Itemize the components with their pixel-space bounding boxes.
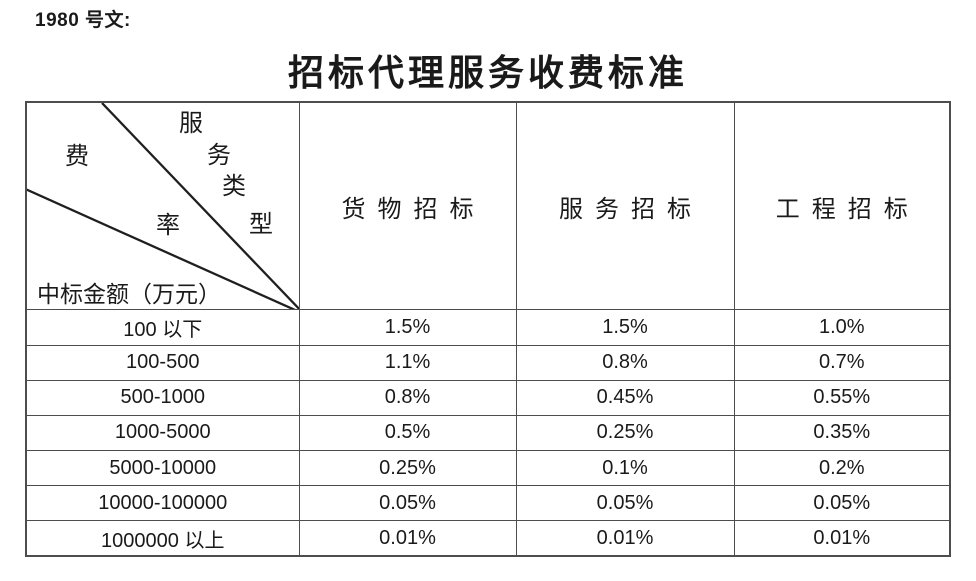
col-header-works: 工程招标 (733, 101, 951, 311)
rate-cell: 0.05% (733, 485, 951, 522)
amount-cell: 100-500 (25, 344, 300, 381)
rate-cell: 0.05% (515, 485, 735, 522)
diagonal-lines-icon (27, 102, 298, 309)
amount-cell: 500-1000 (25, 379, 300, 416)
corner-type-char-1: 服 (179, 111, 203, 137)
corner-cell: 服 务 类 型 费 率 中标金额（万元） (25, 101, 300, 311)
rate-cell: 0.5% (298, 414, 517, 451)
rate-cell: 0.1% (515, 449, 735, 487)
rate-cell: 1.0% (733, 309, 951, 346)
doc-number: 1980 号文: (35, 10, 131, 31)
rate-cell: 0.01% (733, 520, 951, 557)
fee-table: 服 务 类 型 费 率 中标金额（万元） 货物招标 服务招标 工程招标 100 … (25, 101, 951, 557)
rate-cell: 1.1% (298, 344, 517, 381)
table-row: 5000-10000 0.25% 0.1% 0.2% (25, 449, 951, 487)
rate-cell: 0.35% (733, 414, 951, 451)
corner-rate-char-2: 率 (156, 213, 180, 239)
corner-type-char-2: 务 (207, 143, 231, 169)
rate-cell: 0.8% (298, 379, 517, 416)
table-row: 100 以下 1.5% 1.5% 1.0% (25, 309, 951, 346)
page-title: 招标代理服务收费标准 (287, 53, 688, 93)
col-header-services: 服务招标 (515, 101, 735, 311)
table-row: 500-1000 0.8% 0.45% 0.55% (25, 379, 951, 416)
amount-cell: 5000-10000 (25, 449, 300, 487)
rate-cell: 0.7% (733, 344, 951, 381)
rate-cell: 0.25% (298, 449, 517, 487)
rate-cell: 0.01% (298, 520, 517, 557)
rate-cell: 0.01% (515, 520, 735, 557)
rate-cell: 0.55% (733, 379, 951, 416)
amount-cell: 1000000 以上 (25, 520, 300, 557)
corner-type-char-4: 型 (249, 212, 273, 238)
corner-amount-label: 中标金额（万元） (37, 282, 221, 307)
table-row: 1000000 以上 0.01% 0.01% 0.01% (25, 520, 951, 557)
rate-cell: 0.05% (298, 485, 517, 522)
amount-cell: 1000-5000 (25, 414, 300, 451)
amount-cell: 10000-100000 (25, 485, 300, 522)
rate-cell: 0.8% (515, 344, 735, 381)
rate-cell: 0.45% (515, 379, 735, 416)
amount-cell: 100 以下 (25, 309, 300, 346)
table-header-row: 服 务 类 型 费 率 中标金额（万元） 货物招标 服务招标 工程招标 (25, 101, 951, 311)
rate-cell: 0.25% (515, 414, 735, 451)
rate-cell: 1.5% (298, 309, 517, 346)
rate-cell: 0.2% (733, 449, 951, 487)
corner-rate-char-1: 费 (65, 144, 89, 170)
table-row: 100-500 1.1% 0.8% 0.7% (25, 344, 951, 381)
rate-cell: 1.5% (515, 309, 735, 346)
col-header-goods: 货物招标 (298, 101, 517, 311)
table-row: 10000-100000 0.05% 0.05% 0.05% (25, 485, 951, 522)
corner-type-char-3: 类 (222, 174, 246, 200)
table-row: 1000-5000 0.5% 0.25% 0.35% (25, 414, 951, 451)
